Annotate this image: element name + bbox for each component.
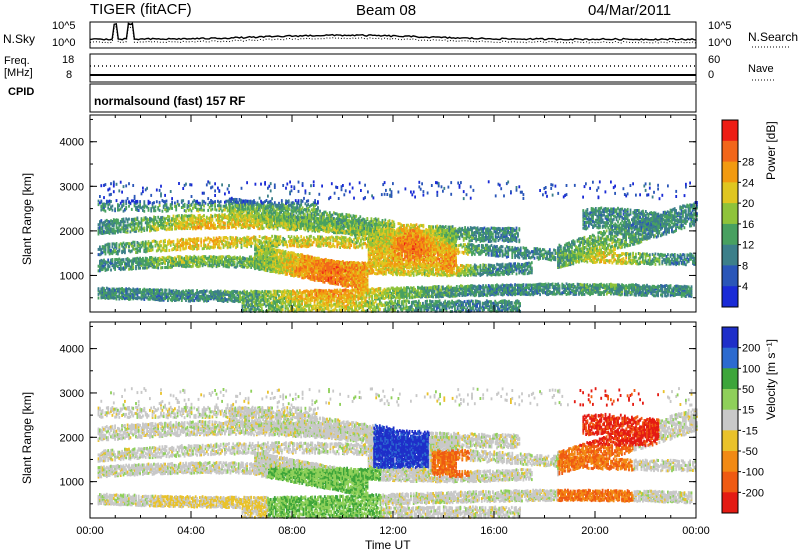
power-echo-cell (132, 266, 134, 269)
power-echo-cell (477, 269, 479, 272)
power-echo-cell (234, 261, 236, 264)
power-echo-cell (531, 267, 533, 270)
power-echo-cell (98, 297, 100, 300)
power-echo-cell (112, 258, 114, 261)
power-echo-cell (182, 238, 184, 241)
power-echo-cell (631, 293, 633, 296)
power-echo-cell (485, 264, 487, 267)
power-echo-cell (252, 242, 254, 245)
power-echo-cell (371, 295, 373, 298)
power-echo-cell (502, 263, 504, 266)
power-echo-cell (539, 293, 541, 296)
power-echo-cell (214, 245, 216, 248)
power-echo-cell (470, 264, 472, 267)
power-echo-cell (110, 269, 112, 272)
power-echo-cell (160, 244, 162, 247)
power-echo-cell (105, 252, 107, 255)
radar-summary-plot: 1000200030004000100020003000400000:00 04:… (0, 0, 800, 554)
power-echo-cell (198, 244, 200, 247)
power-echo-cell (107, 259, 109, 262)
power-echo-cell (270, 291, 272, 294)
power-echo-cell (192, 265, 194, 268)
power-echo-cell (198, 237, 200, 240)
power-echo-cell (134, 241, 136, 244)
power-echo-cell (380, 287, 382, 290)
power-echo-cell (220, 247, 222, 250)
power-echo-cell (99, 246, 101, 249)
power-echo-cell (116, 242, 118, 245)
power-echo-cell (657, 293, 659, 296)
power-echo-cell (255, 236, 257, 239)
power-echo-cell (152, 245, 154, 248)
power-echo-cell (259, 235, 261, 238)
power-echo-cell (480, 264, 482, 267)
power-echo-cell (200, 244, 202, 247)
power-echo-cell (523, 283, 525, 286)
power-echo-cell (531, 261, 533, 264)
power-echo-cell (209, 241, 211, 244)
power-echo-cell (250, 245, 252, 248)
power-echo-cell (164, 239, 166, 242)
power-echo-cell (206, 290, 208, 293)
power-echo-cell (227, 237, 229, 240)
power-echo-cell (192, 289, 194, 292)
power-echo-cell (438, 285, 440, 288)
power-echo-cell (405, 270, 407, 273)
power-echo-cell (200, 238, 202, 241)
power-echo-cell (142, 257, 144, 260)
power-echo-cell (166, 289, 168, 292)
power-echo-cell (162, 289, 164, 292)
power-echo-cell (134, 243, 136, 246)
power-echo-cell (218, 243, 220, 246)
power-echo-cell (691, 285, 693, 288)
power-echo-cell (220, 237, 222, 240)
power-echo-cell (584, 293, 586, 296)
power-echo-cell (123, 258, 125, 261)
power-echo-cell (173, 240, 175, 243)
power-echo-cell (156, 241, 158, 244)
power-echo-cell (98, 287, 100, 290)
power-echo-cell (271, 235, 273, 238)
power-echo-cell (373, 269, 375, 272)
power-echo-cell (157, 266, 159, 269)
power-echo-cell (670, 284, 672, 287)
power-echo-cell (524, 272, 526, 275)
power-echo-cell (559, 284, 561, 287)
power-echo-cell (124, 250, 126, 253)
power-echo-cell (456, 285, 458, 288)
power-echo-cell (549, 286, 551, 289)
power-echo-cell (162, 266, 164, 269)
power-echo-cell (109, 243, 111, 246)
power-echo-cell (413, 274, 415, 277)
power-echo-cell (139, 267, 141, 270)
power-echo-cell (168, 249, 170, 252)
power-echo-cell (160, 240, 162, 243)
power-echo-cell (432, 270, 434, 273)
power-plot-area (90, 115, 696, 312)
power-echo-cell (492, 284, 494, 287)
power-echo-cell (109, 265, 111, 268)
power-echo-cell (516, 272, 518, 275)
